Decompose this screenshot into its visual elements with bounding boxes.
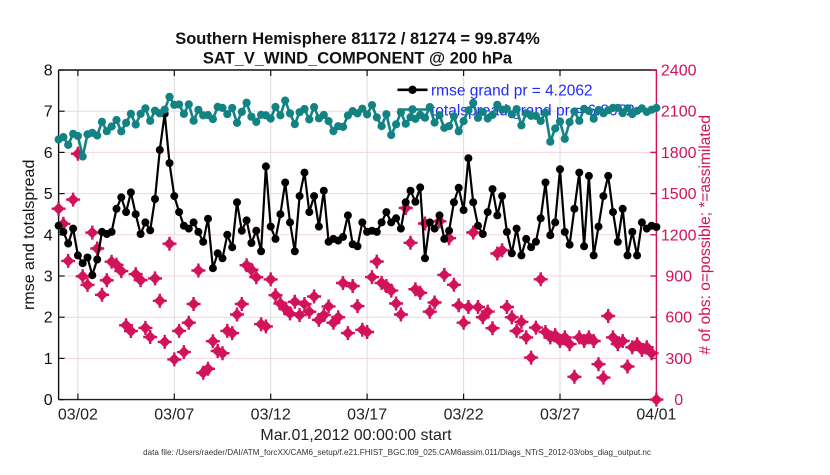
svg-text:4: 4	[44, 227, 53, 244]
svg-text:03/07: 03/07	[154, 407, 194, 424]
svg-text:900: 900	[665, 269, 692, 286]
svg-text:data file: /Users/raeder/DAI/A: data file: /Users/raeder/DAI/ATM_forcXX/…	[143, 448, 651, 457]
svg-text:1500: 1500	[661, 186, 697, 203]
svg-text:1: 1	[44, 351, 53, 368]
svg-text:03/02: 03/02	[58, 407, 98, 424]
svg-text:3: 3	[44, 269, 53, 286]
svg-text:1200: 1200	[661, 227, 697, 244]
svg-text:0: 0	[44, 392, 53, 409]
svg-text:5: 5	[44, 186, 53, 203]
svg-text:03/27: 03/27	[540, 407, 580, 424]
svg-text:7: 7	[44, 104, 53, 121]
svg-text:2400: 2400	[661, 63, 697, 80]
svg-text:600: 600	[665, 310, 692, 327]
svg-text:rmse grand pr = 4.2062: rmse grand pr = 4.2062	[431, 82, 593, 99]
svg-text:1800: 1800	[661, 145, 697, 162]
svg-text:rmse and totalspread: rmse and totalspread	[21, 160, 38, 310]
svg-text:0: 0	[674, 392, 683, 409]
svg-text:Southern Hemisphere 81172 / 81: Southern Hemisphere 81172 / 81274 = 99.8…	[175, 30, 540, 48]
svg-text:2: 2	[44, 310, 53, 327]
svg-text:2100: 2100	[661, 104, 697, 121]
svg-text:03/12: 03/12	[251, 407, 291, 424]
svg-text:03/22: 03/22	[444, 407, 484, 424]
svg-text:300: 300	[665, 351, 692, 368]
svg-text:# of obs: o=possible; *=assimi: # of obs: o=possible; *=assimilated	[697, 115, 714, 355]
svg-text:04/01: 04/01	[636, 407, 676, 424]
svg-text:6: 6	[44, 145, 53, 162]
svg-text:03/17: 03/17	[347, 407, 387, 424]
svg-text:8: 8	[44, 63, 53, 80]
svg-text:Mar.01,2012 00:00:00 start: Mar.01,2012 00:00:00 start	[260, 427, 452, 444]
svg-text:SAT_V_WIND_COMPONENT @ 200 hPa: SAT_V_WIND_COMPONENT @ 200 hPa	[203, 50, 513, 68]
